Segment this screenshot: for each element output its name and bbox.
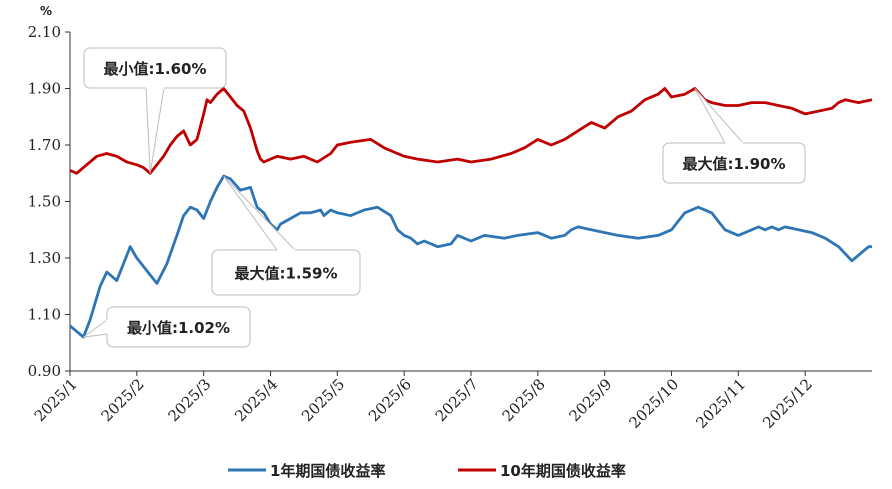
x-tick-label: 2025/12 (759, 375, 816, 432)
callout-label: 最小值:1.02% (127, 319, 230, 337)
x-tick-label: 2025/3 (164, 375, 214, 425)
annotation-callout: 最小值:1.60% (83, 47, 227, 174)
legend-label: 1年期国债收益率 (270, 462, 385, 480)
callout-label: 最小值:1.60% (103, 60, 206, 78)
x-tick-label: 2025/4 (231, 375, 281, 425)
series-lines (69, 87, 873, 339)
callout-label: 最大值:1.59% (234, 265, 337, 283)
callout-pointer (223, 175, 297, 251)
x-tick-label: 2025/10 (626, 375, 683, 432)
x-tick-label: 2025/2 (98, 375, 148, 425)
x-tick-label: 2025/9 (565, 375, 615, 425)
x-axis: 2025/1 2025/2 2025/3 2025/4 2025/5 2025/6 2025… (31, 371, 816, 432)
y-tick-label: 1.70 (28, 136, 61, 154)
y-unit-label: % (40, 4, 52, 18)
series-line-1 (69, 87, 873, 175)
y-tick-label: 2.10 (28, 23, 61, 41)
y-tick-label: 0.90 (28, 362, 61, 380)
legend-item: 10年期国债收益率 (458, 462, 626, 480)
y-tick-label: 1.30 (28, 249, 61, 267)
annotation-callout: 最大值:1.59% (211, 175, 361, 296)
series-line-0 (69, 174, 872, 339)
legend: 1年期国债收益率 10年期国债收益率 (228, 462, 626, 480)
annotation-callout: 最大值:1.90% (662, 88, 806, 184)
annotation-callout: 最小值:1.02% (83, 306, 251, 348)
x-tick-label: 2025/8 (499, 375, 549, 425)
callout-label: 最大值:1.90% (682, 155, 785, 173)
x-tick-label: 2025/7 (432, 375, 482, 425)
legend-item: 1年期国债收益率 (228, 462, 385, 480)
x-tick-label: 2025/5 (298, 375, 348, 425)
y-axis: 0.90 1.10 1.30 1.50 1.70 1.90 2.10 (28, 23, 70, 380)
y-tick-label: 1.50 (28, 193, 61, 211)
y-tick-label: 1.90 (28, 80, 61, 98)
callout-pointer (694, 88, 745, 144)
y-tick-label: 1.10 (28, 306, 61, 324)
x-tick-label: 2025/6 (365, 375, 415, 425)
annotations: 最小值:1.60% 最大值:1.90% 最大值:1.59% 最小值:1.02% (83, 47, 806, 348)
legend-label: 10年期国债收益率 (500, 462, 626, 480)
x-tick-label: 2025/11 (692, 375, 749, 432)
x-tick-label: 2025/1 (31, 375, 81, 425)
